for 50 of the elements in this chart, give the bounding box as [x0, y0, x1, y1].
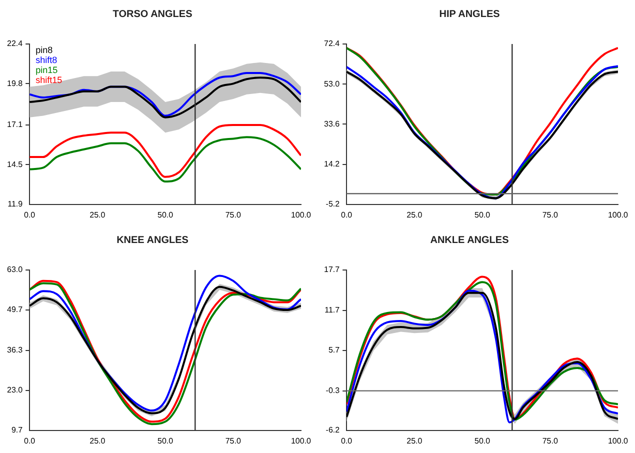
- x-tick-label: 25.0: [90, 436, 106, 446]
- x-tick-label: 0.0: [341, 210, 353, 220]
- y-tick-label: 14.5: [6, 160, 24, 169]
- y-tick-label: 53.0: [324, 79, 340, 88]
- y-tick-label: 49.7: [6, 305, 24, 314]
- y-tick-label: 19.8: [6, 78, 24, 88]
- x-tick-label: 75.0: [225, 210, 242, 220]
- chart-title: TORSO ANGLES: [112, 8, 193, 20]
- y-tick-label: 11.7: [324, 305, 340, 314]
- x-tick-label: 50.0: [474, 436, 491, 446]
- y-tick-label: -6.2: [326, 426, 340, 435]
- x-tick-label: 100.0: [608, 210, 629, 220]
- chart-title: KNEE ANGLES: [116, 234, 189, 246]
- x-tick-label: 0.0: [24, 210, 36, 220]
- y-tick-label: 22.4: [6, 39, 24, 48]
- x-tick-label: 75.0: [542, 210, 558, 220]
- chart-title: HIP ANGLES: [439, 8, 500, 20]
- text: shift15: [36, 74, 62, 85]
- y-tick-label: 17.1: [6, 120, 24, 130]
- x-tick-label: 75.0: [225, 436, 242, 446]
- y-tick-label: 14.2: [324, 160, 340, 169]
- line-series: [30, 136, 301, 182]
- x-tick-label: 25.0: [406, 210, 423, 220]
- x-tick-label: 50.0: [157, 210, 174, 220]
- x-tick-label: 50.0: [474, 210, 491, 220]
- x-tick-label: 0.0: [24, 436, 36, 446]
- text: pin8: [36, 44, 53, 55]
- chart-title: ANKLE ANGLES: [430, 234, 510, 246]
- x-tick-label: 0.0: [341, 436, 353, 446]
- x-tick-label: 25.0: [90, 210, 106, 220]
- x-tick-label: 100.0: [608, 436, 629, 446]
- y-tick-label: -5.2: [326, 200, 340, 209]
- line-series: [30, 124, 301, 178]
- y-tick-label: 33.6: [324, 119, 340, 128]
- y-tick-label: 9.7: [11, 426, 24, 435]
- x-tick-label: 75.0: [542, 436, 558, 446]
- y-tick-label: 11.9: [8, 200, 24, 209]
- x-tick-label: 100.0: [290, 436, 312, 446]
- y-tick-label: 5.7: [328, 346, 340, 355]
- y-tick-label: 63.0: [6, 265, 24, 274]
- x-tick-label: 25.0: [406, 436, 423, 446]
- text: shift8: [36, 54, 58, 65]
- x-tick-label: 100.0: [290, 210, 312, 220]
- text: pin15: [36, 64, 58, 75]
- y-tick-label: 36.3: [6, 346, 24, 355]
- y-tick-label: 23.0: [6, 386, 24, 395]
- x-tick-label: 50.0: [157, 436, 174, 446]
- y-tick-label: 72.4: [324, 39, 340, 48]
- y-tick-label: -0.3: [326, 386, 340, 396]
- y-tick-label: 17.7: [324, 265, 340, 274]
